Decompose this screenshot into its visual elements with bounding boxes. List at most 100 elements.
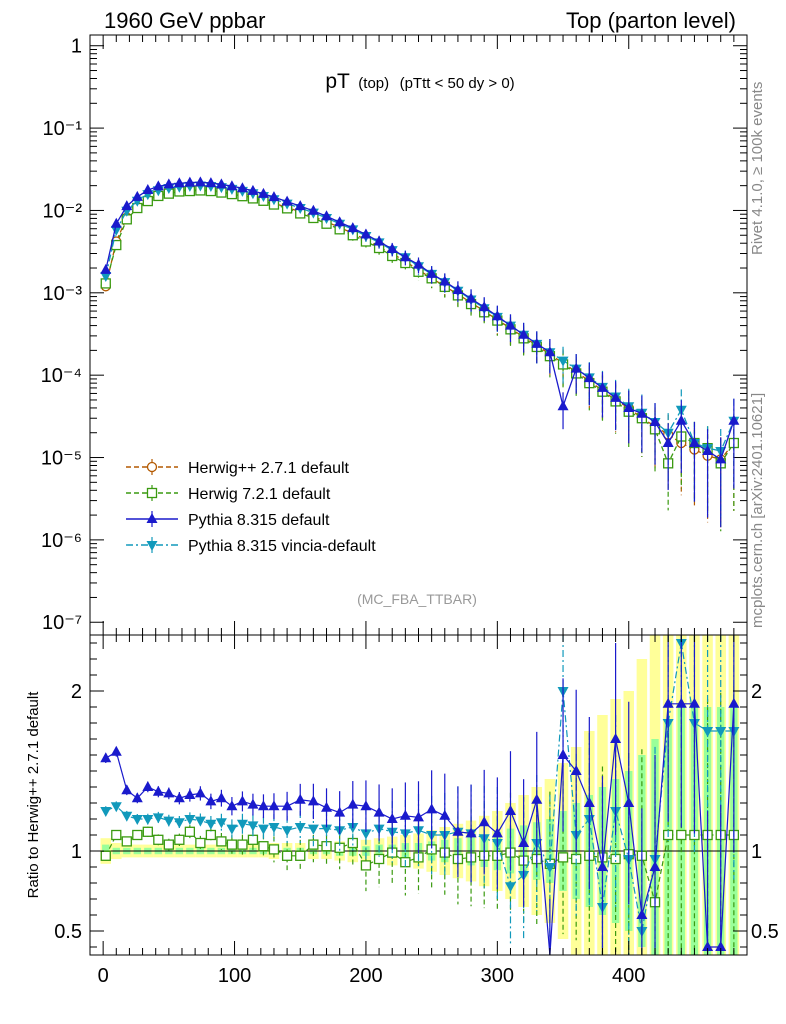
- legend-label: Pythia 8.315 vincia-default: [188, 538, 376, 555]
- data-point: [268, 800, 280, 811]
- data-point: [205, 177, 217, 188]
- legend-marker: [146, 541, 158, 551]
- legend-marker: [146, 513, 158, 523]
- data-point: [100, 263, 112, 274]
- data-point: [100, 807, 112, 817]
- data-point: [237, 839, 248, 850]
- data-point: [163, 816, 175, 827]
- series-line: [105, 181, 735, 461]
- plot-title-cut: (pTtt < 50 dy > 0): [400, 75, 515, 92]
- data-point: [334, 806, 346, 817]
- data-point: [373, 853, 385, 865]
- y-tick-label: 10⁻¹: [43, 118, 83, 140]
- ratio-x-ticks: 0 100 200 300 400: [98, 635, 735, 987]
- data-point: [257, 824, 269, 835]
- y-tick-label: 10⁻³: [43, 283, 83, 305]
- data-point: [184, 789, 196, 799]
- data-point: [163, 787, 175, 798]
- data-point: [662, 437, 674, 448]
- data-point: [688, 437, 700, 448]
- data-point: [649, 861, 661, 871]
- data-point: [347, 222, 359, 233]
- data-point: [518, 837, 530, 847]
- data-point: [174, 834, 185, 845]
- analysis-tag: (MC_FBA_TTBAR): [357, 591, 477, 607]
- data-point: [531, 793, 543, 804]
- data-point: [307, 824, 319, 835]
- data-point: [247, 184, 259, 195]
- data-point: [226, 180, 238, 191]
- data-point: [452, 284, 464, 295]
- data-point: [688, 697, 700, 708]
- data-point: [194, 816, 206, 827]
- data-point: [531, 337, 543, 348]
- data-point: [596, 861, 608, 871]
- data-point: [675, 414, 687, 425]
- data-point: [281, 800, 293, 811]
- data-point: [100, 752, 112, 763]
- y-tick-label: 1: [71, 36, 82, 58]
- data-point: [675, 697, 687, 708]
- data-point: [347, 798, 359, 809]
- y-tick-label: 10⁻⁷: [42, 612, 82, 634]
- data-point: [205, 829, 217, 841]
- data-point: [111, 829, 122, 841]
- legend-label: Herwig++ 2.7.1 default: [188, 460, 350, 477]
- data-point: [142, 781, 154, 791]
- data-point: [294, 823, 306, 833]
- data-point: [518, 328, 530, 339]
- data-point: [399, 809, 411, 820]
- data-point: [583, 797, 595, 807]
- plot-title: pT (top) (pTtt < 50 dy > 0): [325, 70, 514, 93]
- data-point: [152, 785, 164, 796]
- data-point: [195, 837, 206, 849]
- data-point: [478, 301, 490, 312]
- data-point: [321, 210, 333, 221]
- data-point: [413, 258, 424, 269]
- data-point: [702, 445, 714, 456]
- data-point: [596, 381, 608, 392]
- data-point: [110, 745, 122, 756]
- data-point: [610, 391, 622, 402]
- series-line: [105, 642, 734, 932]
- data-point: [173, 177, 185, 188]
- data-point: [676, 829, 687, 841]
- data-point: [236, 182, 248, 193]
- data-point: [295, 850, 306, 861]
- data-point: [610, 733, 622, 743]
- y-tick-label: 2: [71, 681, 82, 703]
- data-point: [426, 803, 438, 814]
- data-point: [173, 792, 185, 803]
- data-point: [131, 792, 143, 803]
- ratio-ylabel: Ratio to Herwig++ 2.7.1 default: [25, 691, 42, 899]
- data-point: [131, 815, 143, 825]
- legend-marker: [146, 461, 158, 473]
- data-point: [216, 836, 227, 847]
- data-point: [215, 818, 227, 829]
- data-point: [373, 806, 385, 817]
- data-point: [544, 863, 556, 873]
- data-point: [662, 697, 674, 708]
- data-point: [215, 178, 227, 189]
- data-point: [360, 800, 372, 811]
- data-point: [636, 407, 648, 418]
- data-point: [321, 824, 333, 835]
- data-point: [173, 818, 185, 829]
- y-tick-label: 10⁻⁵: [41, 448, 82, 470]
- data-point: [491, 827, 503, 838]
- data-point: [570, 362, 582, 373]
- x-tick-label: 200: [349, 965, 382, 987]
- plot-title-main: pT: [325, 70, 350, 93]
- data-point: [583, 372, 595, 383]
- data-point: [226, 839, 238, 850]
- data-point: [504, 882, 516, 893]
- legend-entry: Pythia 8.315 default: [126, 511, 330, 529]
- main-panel: 1 10⁻¹ 10⁻² 10⁻³ 10⁻⁴ 10⁻⁵ 10⁻⁶ 10⁻⁷ pT (top) (…: [41, 34, 748, 636]
- data-point: [121, 784, 133, 795]
- header-right: Top (parton level): [566, 8, 736, 33]
- data-point: [715, 453, 727, 464]
- ratio-panel: 0.5 0.5 1 1 2 2 0 100 200 300 400 Ratio to Herwig…: [25, 634, 779, 987]
- data-point: [131, 190, 143, 201]
- data-point: [623, 797, 635, 807]
- data-point: [728, 697, 740, 708]
